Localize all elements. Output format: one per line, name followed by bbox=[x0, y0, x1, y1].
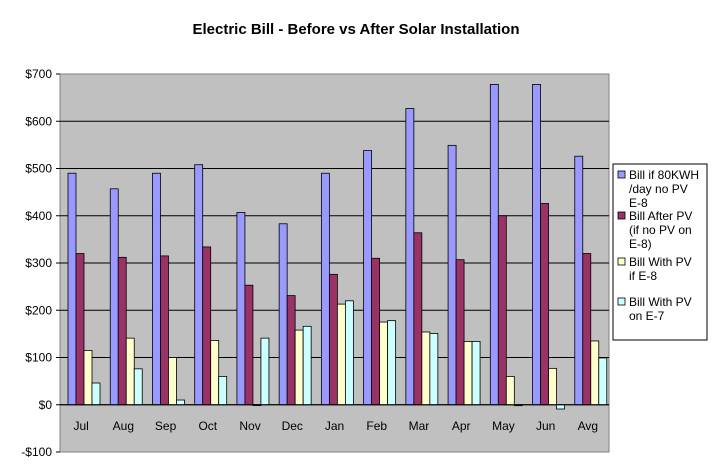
bar bbox=[590, 340, 600, 406]
bar bbox=[328, 273, 338, 406]
legend-label: /day no PV bbox=[629, 182, 688, 196]
bar bbox=[387, 320, 397, 406]
bar bbox=[497, 215, 507, 406]
y-tick-label: $600 bbox=[25, 114, 52, 128]
legend-label: Bill With PV bbox=[629, 255, 692, 269]
bar bbox=[598, 357, 608, 406]
bar bbox=[413, 232, 423, 406]
legend-label: on E-7 bbox=[629, 309, 665, 323]
y-tick-label: $300 bbox=[25, 256, 52, 270]
bar bbox=[202, 246, 212, 406]
y-tick-label: $200 bbox=[25, 303, 52, 317]
bar bbox=[286, 295, 296, 406]
x-tick-label: Apr bbox=[452, 419, 471, 433]
legend-label: Bill With PV bbox=[629, 295, 692, 309]
x-tick-label: Dec bbox=[282, 419, 303, 433]
bar bbox=[278, 223, 288, 406]
bar bbox=[540, 203, 549, 406]
bar bbox=[302, 325, 312, 406]
bar bbox=[75, 253, 85, 406]
legend-swatch bbox=[617, 257, 626, 266]
bar bbox=[421, 331, 431, 406]
bar bbox=[548, 367, 557, 406]
chart-title: Electric Bill - Before vs After Solar In… bbox=[192, 21, 519, 38]
bar bbox=[117, 256, 127, 406]
plot-area: -$100 $0 $100 $200 $300 $400 $500 $600 $700 Jul Au… bbox=[21, 67, 610, 459]
bar bbox=[320, 172, 330, 406]
legend-swatch bbox=[617, 170, 626, 179]
bar bbox=[471, 341, 481, 406]
bar bbox=[168, 357, 177, 406]
bar bbox=[336, 303, 346, 406]
x-tick-label: Nov bbox=[239, 419, 260, 433]
x-tick-label: Oct bbox=[198, 419, 217, 433]
y-tick-label: $500 bbox=[25, 162, 52, 176]
legend-label: Bill if 80KWH bbox=[629, 168, 699, 182]
y-tick-label: -$100 bbox=[21, 445, 52, 459]
y-tick-label: $100 bbox=[25, 351, 52, 365]
legend-swatch bbox=[617, 297, 626, 306]
x-tick-label: May bbox=[492, 419, 515, 433]
bar bbox=[160, 255, 169, 406]
y-tick-label: $700 bbox=[25, 67, 52, 81]
x-tick-label: Aug bbox=[113, 419, 134, 433]
legend-label: if E-8 bbox=[629, 269, 657, 283]
bar bbox=[67, 172, 77, 406]
bar bbox=[260, 337, 270, 406]
bar bbox=[505, 375, 515, 406]
bar bbox=[455, 259, 465, 406]
bar bbox=[582, 253, 592, 406]
bar bbox=[556, 404, 565, 410]
bar bbox=[405, 108, 415, 406]
x-tick-label: Jan bbox=[325, 419, 344, 433]
bar bbox=[133, 368, 143, 406]
bar bbox=[489, 83, 499, 406]
y-tick-label: $0 bbox=[39, 398, 53, 412]
x-tick-label: Sep bbox=[155, 419, 177, 433]
bar bbox=[574, 155, 584, 406]
legend-swatch bbox=[617, 211, 626, 220]
bar bbox=[218, 375, 228, 406]
bar bbox=[244, 284, 254, 406]
bar bbox=[125, 337, 135, 406]
x-tick-label: Avg bbox=[578, 419, 598, 433]
bar bbox=[83, 350, 93, 406]
bar bbox=[344, 300, 354, 406]
legend-label: (if no PV on bbox=[629, 223, 692, 237]
bar bbox=[379, 321, 389, 406]
legend-box bbox=[612, 163, 708, 341]
x-tick-label: Jul bbox=[73, 419, 88, 433]
legend-label: E-8 bbox=[629, 196, 648, 210]
bar bbox=[236, 212, 246, 406]
x-tick-label: Jun bbox=[536, 419, 555, 433]
bar bbox=[176, 399, 185, 406]
legend-label: E-8) bbox=[629, 237, 652, 251]
bar bbox=[447, 144, 457, 406]
bar bbox=[152, 172, 161, 406]
y-tick-label: $400 bbox=[25, 209, 52, 223]
legend-label: Bill After PV bbox=[629, 209, 692, 223]
bar bbox=[532, 83, 541, 406]
bar bbox=[210, 340, 220, 406]
bar bbox=[91, 382, 101, 406]
x-tick-label: Feb bbox=[366, 419, 387, 433]
bar bbox=[363, 150, 373, 406]
bar bbox=[371, 257, 381, 406]
bar bbox=[109, 188, 119, 406]
x-tick-label: Mar bbox=[409, 419, 430, 433]
bar bbox=[463, 341, 473, 406]
bar bbox=[294, 329, 304, 406]
bar bbox=[429, 333, 439, 406]
bar bbox=[194, 164, 204, 406]
